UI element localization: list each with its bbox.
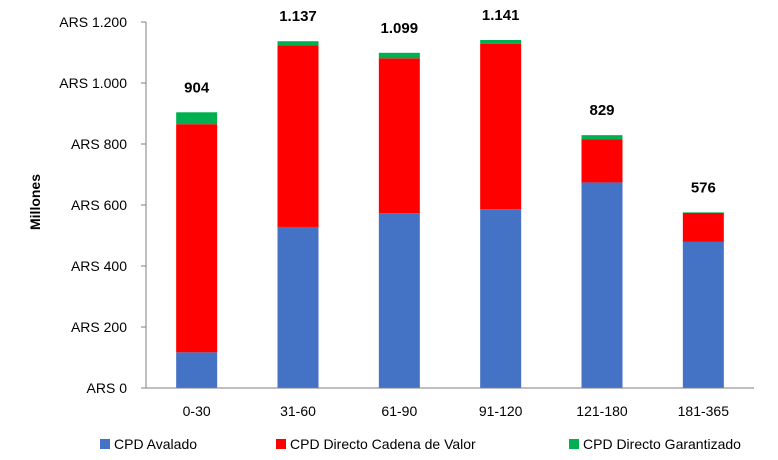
legend-label: CPD Directo Cadena de Valor <box>290 436 476 452</box>
legend-swatch <box>569 439 579 449</box>
x-tick-label: 61-90 <box>381 403 417 419</box>
x-tick-label: 0-30 <box>183 403 211 419</box>
legend-swatch <box>100 439 110 449</box>
total-label: 904 <box>184 79 210 96</box>
y-tick-label: ARS 1.200 <box>59 14 127 30</box>
x-tick-label: 91-120 <box>479 403 523 419</box>
bar-segment-121-180-0 <box>581 182 623 388</box>
y-tick-label: ARS 1.000 <box>59 75 127 91</box>
bar-segment-181-365-0 <box>682 241 724 388</box>
y-tick-label: ARS 800 <box>71 136 127 152</box>
x-tick-label: 121-180 <box>576 403 628 419</box>
bar-segment-91-120-2 <box>480 39 522 44</box>
bar-segment-181-365-2 <box>682 212 724 213</box>
legend-label: CPD Directo Garantizado <box>583 436 741 452</box>
bar-segment-121-180-2 <box>581 135 623 140</box>
x-tick-label: 181-365 <box>678 403 730 419</box>
bar-segment-91-120-1 <box>480 43 522 210</box>
bar-segment-0-30-0 <box>176 352 218 388</box>
total-label: 829 <box>589 102 614 119</box>
legend-label: CPD Avalado <box>114 436 197 452</box>
legend: CPD Avalado CPD Directo Cadena de Valor CP… <box>100 436 741 452</box>
x-tick-label: 31-60 <box>280 403 316 419</box>
y-tick-label: ARS 200 <box>71 319 127 335</box>
y-axis-title: Millones <box>27 174 43 230</box>
bar-segment-31-60-1 <box>277 45 319 227</box>
bar-segment-91-120-0 <box>480 209 522 388</box>
bar-segment-31-60-2 <box>277 41 319 46</box>
bar-segment-61-90-2 <box>378 52 420 59</box>
total-label: 1.141 <box>482 7 520 24</box>
bar-segment-61-90-0 <box>378 213 420 388</box>
y-axis-title-group: Millones <box>27 174 43 230</box>
y-tick-label: ARS 400 <box>71 258 127 274</box>
total-labels-group: 904 1.137 1.099 1.141 829 576 <box>184 7 716 196</box>
x-axis-ticks: 0-30 31-60 61-90 91-120 121-180 181-365 <box>183 403 730 419</box>
bar-segment-0-30-1 <box>176 124 218 353</box>
bars-group <box>176 39 724 388</box>
bar-segment-181-365-1 <box>682 212 724 242</box>
bar-segment-61-90-1 <box>378 58 420 214</box>
total-label: 1.137 <box>279 8 317 25</box>
total-label: 1.099 <box>381 20 419 37</box>
axes-group <box>145 22 754 389</box>
y-tick-label: ARS 0 <box>87 380 128 396</box>
legend-swatch <box>276 439 286 449</box>
bar-segment-31-60-0 <box>277 226 319 388</box>
y-tick-label: ARS 600 <box>71 197 127 213</box>
bar-segment-0-30-2 <box>176 112 218 125</box>
bar-segment-121-180-1 <box>581 139 623 183</box>
y-axis-ticks: ARS 0 ARS 200 ARS 400 ARS 600 ARS 800 ARS 1.0… <box>59 14 146 396</box>
total-label: 576 <box>691 179 716 196</box>
